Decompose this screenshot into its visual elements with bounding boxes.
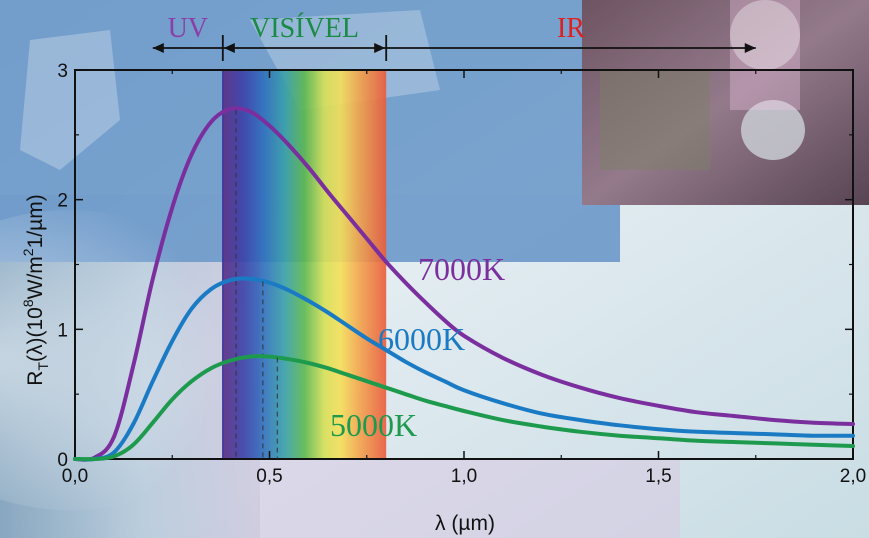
- axes: 0,0 0,5 1,0 1,5 2,0 0 1 2 3: [57, 61, 866, 487]
- y-tick-label: 0: [57, 450, 68, 471]
- x-tick-label: 1,0: [451, 466, 477, 487]
- y-axis-title-part: W/m: [24, 256, 47, 299]
- region-label-IR: IR: [557, 13, 585, 44]
- series-line-5000K: [73, 354, 855, 462]
- y-axis-title-part: R: [24, 371, 47, 386]
- curve-label-6000K: 6000K: [378, 321, 465, 357]
- y-axis-title-part: 2: [20, 248, 36, 256]
- y-tick-label: 3: [57, 61, 68, 82]
- y-tick-label: 1: [57, 320, 68, 341]
- axis-titles: λ (µm) RT(λ)(108W/m21/µm): [20, 194, 495, 535]
- curve-labels: 7000K 6000K 5000K: [330, 251, 505, 443]
- region-label-UV: UV: [168, 13, 208, 44]
- region-label-VISÍVEL: VISÍVEL: [250, 13, 359, 44]
- x-tick-label: 1,5: [645, 466, 671, 487]
- x-tick-label: 2,0: [840, 466, 866, 487]
- curve-label-5000K: 5000K: [330, 407, 417, 443]
- y-axis-title: RT(λ)(108W/m21/µm): [20, 194, 51, 385]
- series-layer: [73, 106, 855, 462]
- spectrum-gradient: [222, 70, 387, 459]
- series-line-6000K: [73, 276, 855, 462]
- y-axis-title-part: T: [35, 362, 51, 371]
- region-arrowhead: [374, 43, 386, 53]
- y-tick-label: 2: [57, 191, 68, 212]
- visible-spectrum-band: [222, 70, 387, 459]
- region-arrowhead: [223, 43, 235, 53]
- x-tick-label: 0,5: [256, 466, 282, 487]
- y-axis-title-part: 1/µm): [24, 194, 47, 248]
- region-arrowhead: [152, 43, 164, 53]
- region-arrowhead: [744, 43, 756, 53]
- region-labels: UV VISÍVEL IR: [152, 13, 756, 61]
- y-axis-title-part: 8: [20, 299, 36, 307]
- x-axis-title: λ (µm): [435, 512, 495, 535]
- series-line-7000K: [73, 106, 855, 462]
- curve-label-7000K: 7000K: [418, 251, 505, 287]
- x-tick-label: 0,0: [62, 466, 88, 487]
- y-axis-title-part: (λ)(10: [24, 307, 47, 362]
